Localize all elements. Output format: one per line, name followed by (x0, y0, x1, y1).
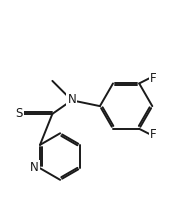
Text: F: F (150, 128, 156, 141)
Text: N: N (67, 93, 76, 106)
Text: F: F (150, 72, 156, 84)
Text: S: S (15, 107, 23, 120)
Text: N: N (30, 161, 39, 174)
